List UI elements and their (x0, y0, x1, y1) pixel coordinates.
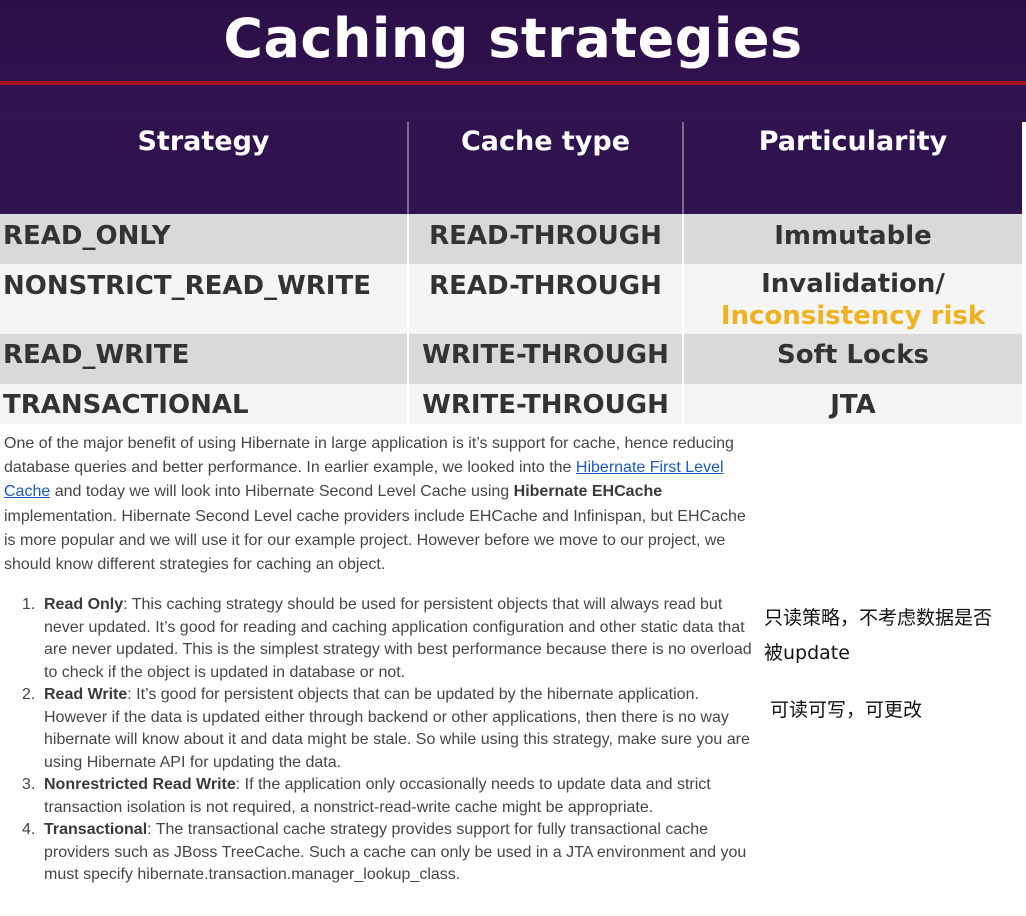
header-divider (682, 122, 684, 214)
table-header-row: Strategy Cache type Particularity (0, 122, 1022, 214)
column-divider (407, 384, 409, 424)
list-item-text: : If the application only occasionally n… (44, 776, 711, 816)
header-particularity: Particularity (758, 126, 948, 157)
cell-cache-type: WRITE-THROUGH (422, 390, 669, 420)
cell-strategy: TRANSACTIONAL (3, 390, 249, 420)
column-divider (407, 334, 409, 384)
list-item-text: : This caching strategy should be used f… (44, 596, 752, 681)
list-number: 3. (22, 776, 36, 793)
header-cache-type: Cache type (460, 126, 631, 157)
list-item-title: Read Only (44, 596, 124, 613)
table-row: READ_WRITE WRITE-THROUGH Soft Locks (0, 334, 1022, 384)
column-divider (682, 214, 684, 264)
note-read-only-line2: 被update (764, 642, 850, 664)
list-item: 4. Transactional: The transactional cache… (22, 819, 758, 887)
list-item-text: : The transactional cache strategy provi… (44, 821, 747, 883)
cell-cache-type: WRITE-THROUGH (422, 340, 669, 370)
list-item: 3. Nonrestricted Read Write: If the appli… (22, 774, 758, 819)
column-divider (682, 384, 684, 424)
particularity-risk: Inconsistency risk (720, 301, 986, 331)
table-row: NONSTRICT_READ_WRITE READ-THROUGH Invali… (0, 264, 1022, 334)
list-item: 2. Read Write: It’s good for persistent o… (22, 684, 758, 774)
intro-text: and today we will look into Hibernate Se… (50, 483, 514, 501)
table-row: TRANSACTIONAL WRITE-THROUGH JTA (0, 384, 1022, 424)
strategy-list: 1. Read Only: This caching strategy shoul… (22, 594, 758, 887)
header-divider (407, 122, 409, 214)
particularity-invalidation: Invalidation/ (761, 269, 945, 299)
cell-strategy: READ_ONLY (3, 221, 171, 251)
column-divider (682, 264, 684, 334)
intro-text: implementation. Hibernate Second Level c… (4, 507, 746, 574)
list-number: 2. (22, 686, 36, 703)
list-item-title: Read Write (44, 686, 128, 703)
strategy-table: Strategy Cache type Particularity READ_O… (0, 122, 1022, 424)
cell-strategy: NONSTRICT_READ_WRITE (3, 271, 371, 301)
cell-cache-type: READ-THROUGH (429, 271, 662, 301)
note-read-write: 可读可写，可更改 (770, 699, 923, 721)
list-number: 1. (22, 596, 36, 613)
first-level-cache-link[interactable]: Hibernate First Level Cache (4, 459, 724, 501)
intro-text: One of the major benefit of using Hibern… (4, 435, 734, 477)
note-read-only-line1: 只读策略，不考虑数据是否 (764, 607, 993, 629)
list-number: 4. (22, 821, 36, 838)
title-divider (0, 81, 1026, 85)
slide-title: Caching strategies (223, 7, 803, 70)
list-item: 1. Read Only: This caching strategy shoul… (22, 594, 758, 684)
header-strategy: Strategy (137, 126, 270, 157)
cell-particularity: Immutable (774, 221, 932, 251)
cell-particularity: Invalidation/ Inconsistency risk (684, 264, 1022, 334)
column-divider (407, 214, 409, 264)
cell-strategy: READ_WRITE (3, 340, 190, 370)
list-item-title: Nonrestricted Read Write (44, 776, 236, 793)
cell-particularity: Soft Locks (777, 340, 929, 370)
list-item-title: Transactional (44, 821, 148, 838)
ehcache-bold: Hibernate EHCache (513, 483, 663, 501)
column-divider (682, 334, 684, 384)
cell-particularity: JTA (830, 390, 876, 420)
column-divider (407, 264, 409, 334)
cell-cache-type: READ-THROUGH (429, 221, 662, 251)
table-row: READ_ONLY READ-THROUGH Immutable (0, 214, 1022, 264)
list-item-text: : It’s good for persistent objects that … (44, 686, 750, 771)
slide-header: Caching strategies (0, 0, 1026, 122)
intro-paragraph: One of the major benefit of using Hibern… (4, 432, 756, 577)
